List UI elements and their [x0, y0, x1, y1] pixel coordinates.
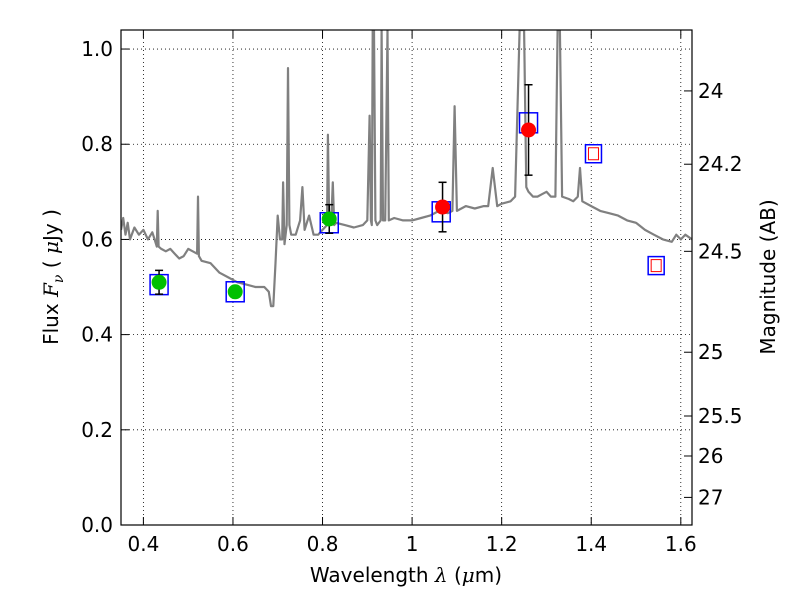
x-tick-label: 1	[406, 532, 419, 556]
right-tick-label: 27	[698, 485, 723, 509]
right-tick-label: 25	[698, 340, 723, 364]
right-tick-label: 24.2	[698, 152, 743, 176]
spectrum-line-layer	[121, 30, 692, 308]
x-tick-label: 1.2	[486, 532, 518, 556]
y-tick-label: 0.4	[81, 323, 113, 347]
y-tick-label: 1.0	[81, 37, 113, 61]
nested-square-outer	[647, 255, 665, 276]
axis-ticks: 0.4 0.6 0.8 1 1.2 1.4 1.6 0.0 0.2 0.4 0.6 0.8 1.0 24 2…	[81, 30, 743, 556]
right-axis-label: Magnitude (AB)	[756, 199, 780, 354]
filled-circle-marker	[521, 122, 537, 138]
x-axis-label: Wavelength λ (μm)	[310, 563, 502, 587]
x-tick-label: 1.4	[575, 532, 607, 556]
x-tick-label: 0.4	[127, 532, 159, 556]
right-tick-label: 25.5	[698, 404, 743, 428]
right-tick-label: 24.5	[698, 239, 743, 263]
filled-circle-marker	[151, 274, 167, 290]
nested-square-inner	[650, 259, 662, 273]
grid	[121, 30, 692, 526]
y-tick-label: 0.6	[81, 227, 113, 251]
open-square-marker	[225, 281, 245, 303]
right-tick-label: 24	[698, 79, 723, 103]
x-tick-label: 0.8	[307, 532, 339, 556]
photometry-points-layer	[149, 83, 665, 303]
y-tick-label: 0.8	[81, 132, 113, 156]
spectrum-line	[121, 30, 692, 308]
y-tick-label: 0.2	[81, 418, 113, 442]
x-tick-label: 1.6	[665, 532, 697, 556]
plot-frame	[120, 29, 693, 526]
filled-circle-marker	[227, 284, 243, 300]
x-tick-label: 0.6	[217, 532, 249, 556]
right-tick-label: 26	[698, 444, 723, 468]
nested-square-outer	[584, 144, 603, 164]
filled-circle-marker	[321, 211, 337, 227]
filled-circle-marker	[435, 199, 451, 215]
y-axis-label: Flux Fν ( μJy )	[39, 209, 67, 345]
y-tick-label: 0.0	[81, 513, 113, 537]
nested-square-inner	[587, 147, 599, 161]
